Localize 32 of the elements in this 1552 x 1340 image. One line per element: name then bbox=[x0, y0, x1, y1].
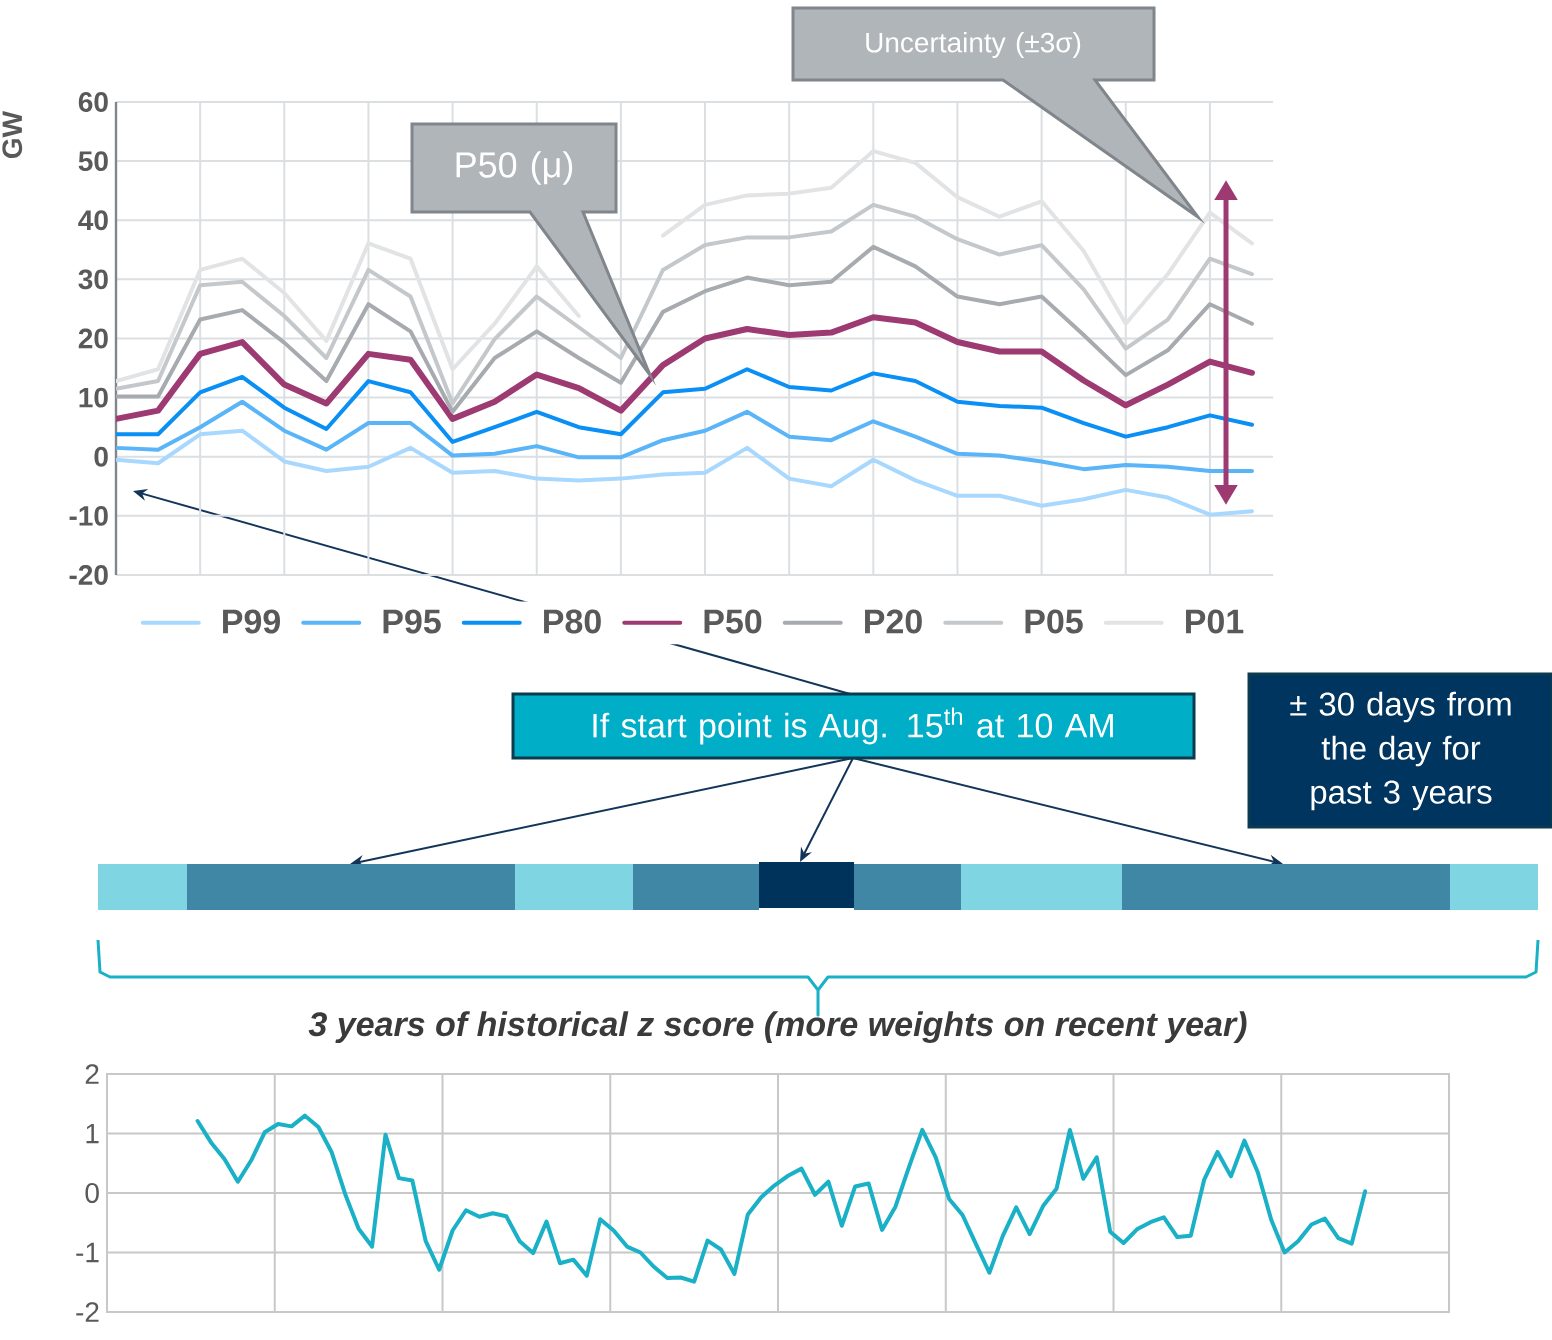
text: ± 30 days from the day for past 3 years bbox=[1290, 691, 1511, 811]
y-tick-label: 50 bbox=[78, 151, 108, 172]
y-tick-label: 60 bbox=[78, 92, 108, 112]
y-tick-label: -1 bbox=[76, 1242, 99, 1263]
annotation: P50 (μ) bbox=[456, 151, 573, 185]
y-tick-label: -20 bbox=[69, 565, 108, 585]
y-tick-label: 0 bbox=[85, 1183, 99, 1203]
y-axis-title: GW bbox=[2, 111, 23, 159]
y-tick-label: -2 bbox=[76, 1302, 99, 1322]
y-tick-label: 30 bbox=[78, 269, 108, 290]
legend-label: P01 bbox=[1186, 609, 1244, 634]
line-series bbox=[116, 202, 1254, 406]
y-tick-label: -10 bbox=[69, 505, 108, 526]
y-tick-label: 10 bbox=[79, 387, 108, 408]
legend-label: P80 bbox=[544, 609, 601, 634]
line-series bbox=[195, 1113, 1368, 1284]
line-series bbox=[116, 399, 1254, 473]
line-series bbox=[116, 428, 1254, 517]
legend-label: P05 bbox=[1025, 609, 1083, 634]
y-tick-label: 1 bbox=[86, 1123, 99, 1144]
line-series bbox=[116, 367, 1254, 444]
y-tick-label: 0 bbox=[94, 446, 108, 467]
text: If start point is Aug. 15$^{th}$ at 10 AM bbox=[593, 707, 1113, 745]
y-tick-label: 40 bbox=[78, 210, 108, 231]
legend-label: P99 bbox=[223, 609, 281, 634]
legend-label: P20 bbox=[865, 609, 922, 634]
y-tick-label: 20 bbox=[78, 328, 108, 349]
y-tick-label: 2 bbox=[85, 1064, 99, 1084]
text: Uncertainty (±3σ) bbox=[866, 31, 1081, 59]
legend-label: P95 bbox=[383, 609, 441, 634]
legend-label: P50 bbox=[704, 609, 762, 634]
chart-title: 3 years of historical z score (more weights on recent year) bbox=[308, 1011, 1247, 1043]
